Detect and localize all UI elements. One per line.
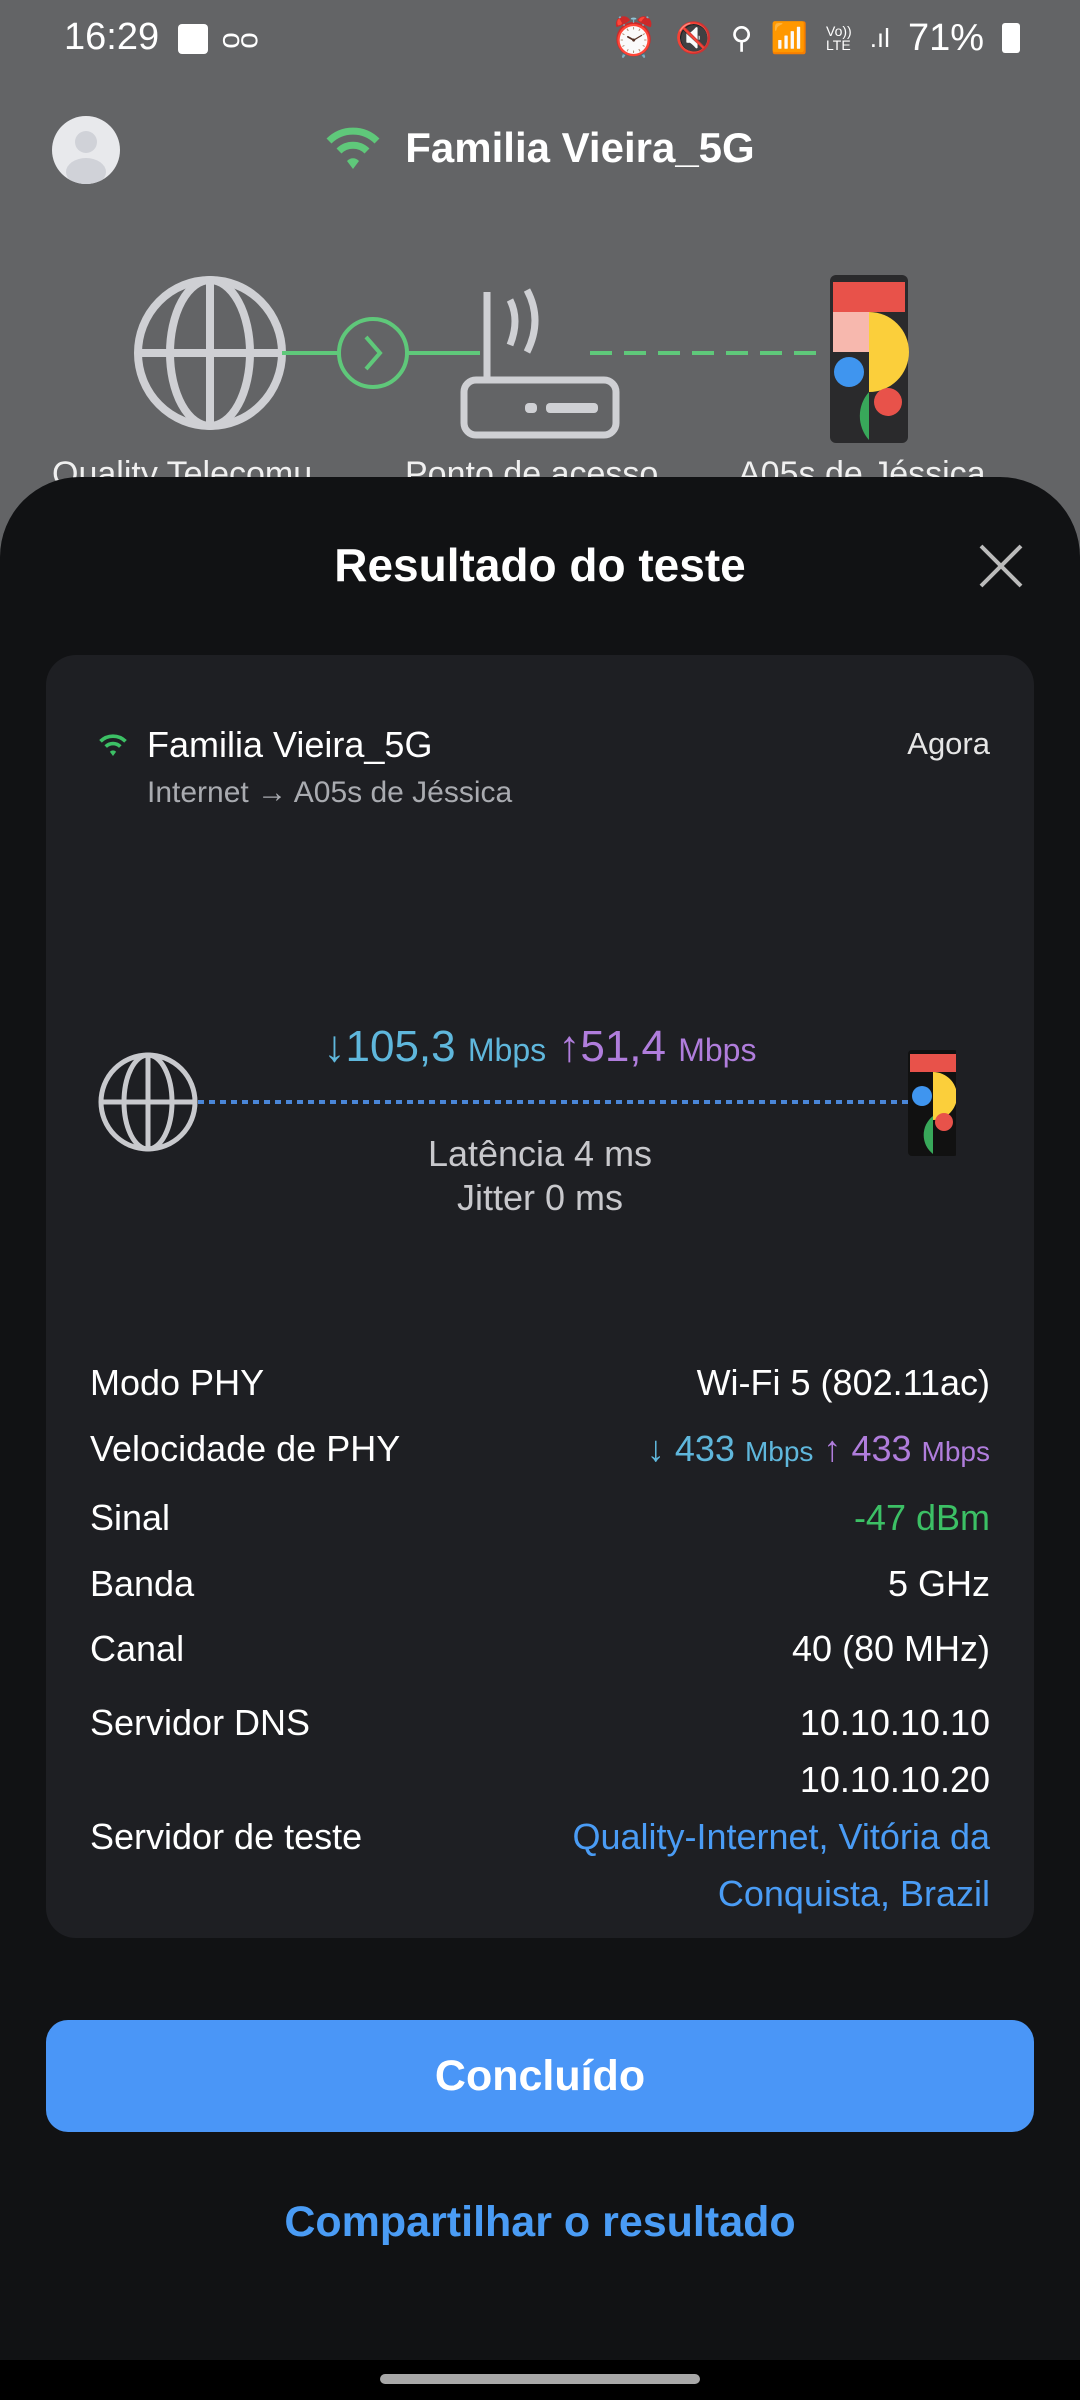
row-value: Wi-Fi 5 (802.11ac) xyxy=(696,1362,990,1403)
speed-path xyxy=(98,1050,956,1156)
close-icon[interactable] xyxy=(975,540,1027,592)
upload-speed: 51,4 xyxy=(580,1022,666,1071)
row-label: Banda xyxy=(90,1563,195,1604)
row-label: Velocidade de PHY xyxy=(90,1428,401,1469)
network-topology xyxy=(134,275,909,443)
row-test-server: Servidor de teste Quality-Internet, Vitór… xyxy=(90,1808,990,1922)
row-phy-mode: Modo PHY Wi-Fi 5 (802.11ac) xyxy=(90,1362,990,1404)
card-network-name: Familia Vieira_5G xyxy=(147,724,433,765)
row-label: Servidor DNS xyxy=(90,1702,311,1743)
phy-down: 433 xyxy=(674,1428,735,1469)
router-icon xyxy=(460,288,620,439)
row-value: 5 GHz xyxy=(887,1563,990,1604)
row-value: -47 dBm xyxy=(853,1497,990,1538)
globe-icon xyxy=(134,276,286,430)
location-icon: ⚲ xyxy=(730,21,753,55)
avatar[interactable] xyxy=(52,116,120,184)
phy-up: 433 xyxy=(851,1428,912,1469)
volte-icon: Vo)) LTE xyxy=(826,23,852,53)
latency: Latência 4 ms xyxy=(427,1133,653,1174)
row-label: Sinal xyxy=(90,1497,171,1538)
download-arrow-icon: ↓ xyxy=(323,1022,346,1071)
row-band: Banda 5 GHz xyxy=(90,1563,990,1605)
upload-unit: Mbps xyxy=(678,1032,757,1068)
sheet-title: Resultado do teste xyxy=(334,539,746,591)
signal-icon: .ıl xyxy=(869,22,890,53)
battery-level: 71% xyxy=(907,16,984,59)
wifi-icon: 📶 xyxy=(770,21,809,55)
status-bar: 16:29 ᴑᴑ ⏰ 🔇 ⚲ 📶 Vo)) LTE .ıl 71% xyxy=(0,0,1080,80)
row-value: 40 (80 MHz) xyxy=(791,1628,990,1669)
home-gesture-handle[interactable] xyxy=(380,2374,700,2384)
row-label: Servidor de teste xyxy=(90,1816,363,1857)
test-time: Agora xyxy=(907,726,990,761)
clock: 16:29 xyxy=(64,16,160,58)
row-value: Quality-Internet, Vitória da xyxy=(572,1816,990,1857)
row-value: 10.10.10.10 xyxy=(799,1702,990,1743)
image-icon xyxy=(178,24,208,54)
row-label: Canal xyxy=(90,1628,185,1669)
wifi-icon xyxy=(326,127,380,169)
phone-icon xyxy=(830,275,909,443)
speed-result: ↓105,3 Mbps ↑51,4 Mbps xyxy=(0,1022,1080,1072)
network-name[interactable]: Familia Vieira_5G xyxy=(405,124,755,171)
done-button[interactable]: Concluído xyxy=(46,2020,1034,2132)
row-label: Modo PHY xyxy=(90,1362,265,1403)
test-server-link[interactable]: Quality-Internet, Vitória da Conquista, B… xyxy=(572,1808,990,1922)
download-unit: Mbps xyxy=(467,1032,547,1068)
jitter: Jitter 0 ms xyxy=(456,1177,624,1218)
row-value: ↓ 433 Mbps ↑ 433 Mbps xyxy=(646,1428,990,1469)
upload-arrow-icon: ↑ xyxy=(558,1022,581,1071)
download-speed: 105,3 xyxy=(345,1022,456,1071)
result-card xyxy=(46,655,1034,1938)
share-result-link[interactable]: Compartilhar o resultado xyxy=(284,2198,796,2246)
phone-icon xyxy=(908,1050,956,1156)
row-value-2: Conquista, Brazil xyxy=(717,1873,990,1914)
card-route: Internet → A05s de Jéssica xyxy=(147,776,513,809)
alarm-icon: ⏰ xyxy=(609,17,658,59)
row-phy-speed: Velocidade de PHY ↓ 433 Mbps ↑ 433 Mbps xyxy=(90,1428,990,1470)
phy-up-unit: Mbps xyxy=(921,1436,990,1467)
globe-icon xyxy=(98,1052,198,1152)
mute-icon: 🔇 xyxy=(675,21,713,55)
phy-down-unit: Mbps xyxy=(744,1436,814,1467)
row-signal: Sinal -47 dBm xyxy=(90,1497,990,1539)
forward-icon xyxy=(337,317,409,389)
row-channel: Canal 40 (80 MHz) xyxy=(90,1628,990,1670)
row-value-2: 10.10.10.20 xyxy=(799,1759,990,1800)
voicemail-icon: ᴑᴑ xyxy=(222,22,259,55)
battery-icon xyxy=(1002,23,1020,53)
wifi-icon xyxy=(99,734,127,756)
row-dns: Servidor DNS 10.10.10.10 10.10.10.20 xyxy=(90,1694,990,1808)
